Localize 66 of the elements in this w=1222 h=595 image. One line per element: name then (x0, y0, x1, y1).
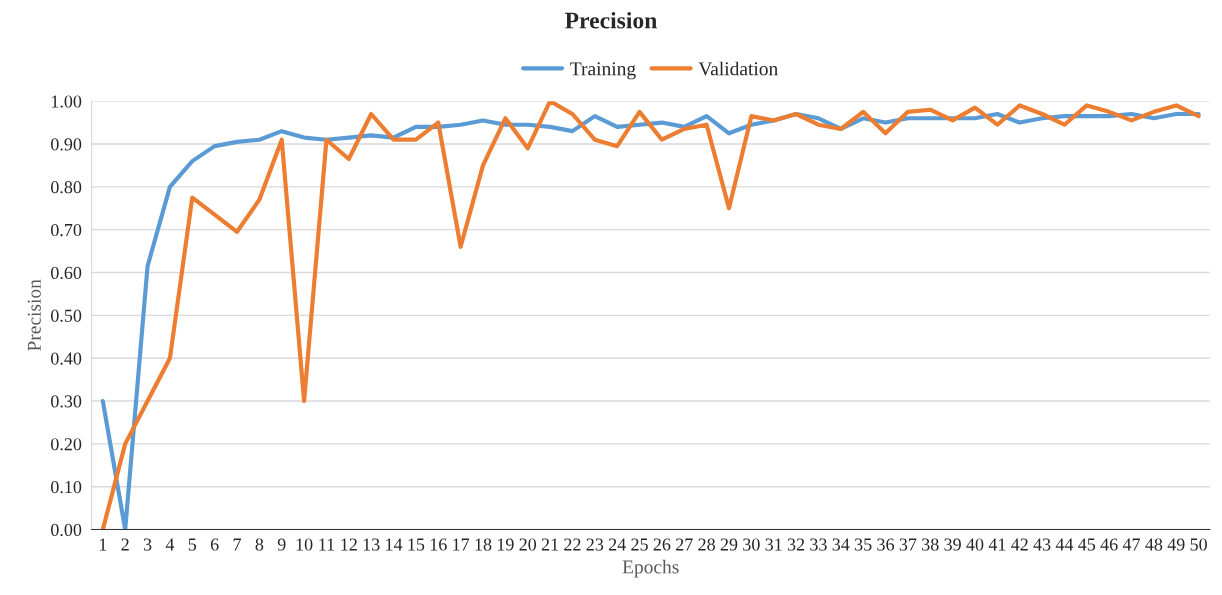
legend-label: Validation (698, 61, 778, 76)
y-tick-label: 0.90 (51, 138, 82, 151)
x-tick-label: 2 (121, 538, 129, 551)
x-tick-label: 13 (363, 538, 380, 551)
x-tick-label: 20 (519, 538, 537, 551)
x-tick-label: 42 (1011, 538, 1028, 551)
x-tick-label: 21 (541, 538, 559, 551)
y-tick-label: 0.70 (51, 223, 82, 237)
x-tick-label: 46 (1100, 538, 1118, 551)
x-tick-label: 22 (564, 538, 581, 551)
x-tick-label: 27 (676, 538, 693, 551)
x-tick-label: 11 (319, 538, 335, 551)
y-tick-label: 0.20 (51, 438, 82, 451)
y-tick-label: 0.10 (51, 480, 82, 494)
x-tick-label: 8 (255, 538, 264, 551)
x-tick-label: 12 (341, 538, 357, 551)
x-tick-label: 35 (855, 538, 872, 551)
y-tick-label: 0.60 (51, 266, 82, 280)
x-tick-label: 49 (1167, 538, 1185, 551)
x-tick-label: 44 (1055, 538, 1074, 551)
x-tick-label: 23 (586, 538, 604, 551)
x-tick-label: 48 (1145, 538, 1163, 551)
chart-title: Precision (565, 11, 657, 29)
x-tick-label: 19 (497, 538, 514, 551)
x-tick-label: 15 (408, 538, 425, 551)
legend-label: Training (570, 62, 636, 80)
y-tick-label: 0.40 (51, 352, 82, 365)
x-tick-label: 37 (899, 538, 917, 551)
x-tick-label: 24 (608, 538, 626, 551)
x-tick-label: 45 (1078, 538, 1096, 551)
x-tick-label: 31 (765, 538, 782, 551)
x-tick-label: 30 (743, 538, 760, 551)
x-tick-label: 10 (296, 538, 313, 551)
x-axis-title: Epochs (622, 559, 679, 578)
y-tick-label: 0.50 (51, 309, 82, 322)
x-tick-label: 14 (386, 538, 403, 551)
x-tick-label: 17 (453, 538, 470, 551)
x-tick-label: 26 (653, 538, 671, 551)
y-tick-label: 0.30 (51, 395, 82, 408)
x-tick-label: 5 (188, 538, 197, 551)
x-tick-label: 34 (832, 538, 850, 551)
x-tick-label: 25 (631, 538, 648, 551)
x-tick-label: 16 (430, 538, 447, 551)
x-tick-label: 3 (143, 538, 152, 551)
x-tick-label: 9 (277, 538, 286, 551)
x-tick-label: 40 (966, 538, 984, 551)
x-tick-label: 36 (877, 538, 895, 551)
x-tick-label: 43 (1033, 538, 1051, 551)
x-tick-label: 33 (810, 538, 827, 551)
x-tick-label: 28 (698, 538, 715, 551)
y-tick-label: 0.80 (51, 181, 82, 194)
y-tick-label: 0.00 (51, 523, 82, 537)
x-tick-label: 39 (944, 538, 961, 551)
x-tick-label: 50 (1190, 538, 1207, 551)
x-tick-label: 41 (988, 538, 1006, 551)
y-axis-title: Precision (27, 279, 41, 351)
x-tick-label: 18 (475, 538, 492, 551)
x-tick-label: 29 (720, 538, 738, 551)
x-tick-label: 38 (922, 538, 939, 551)
x-tick-label: 4 (165, 538, 175, 551)
y-tick-label: 1.00 (51, 95, 82, 108)
x-tick-label: 7 (233, 538, 241, 551)
x-tick-label: 6 (210, 538, 219, 551)
x-tick-label: 47 (1122, 538, 1141, 551)
x-tick-label: 1 (99, 538, 107, 551)
x-tick-label: 32 (787, 538, 805, 551)
